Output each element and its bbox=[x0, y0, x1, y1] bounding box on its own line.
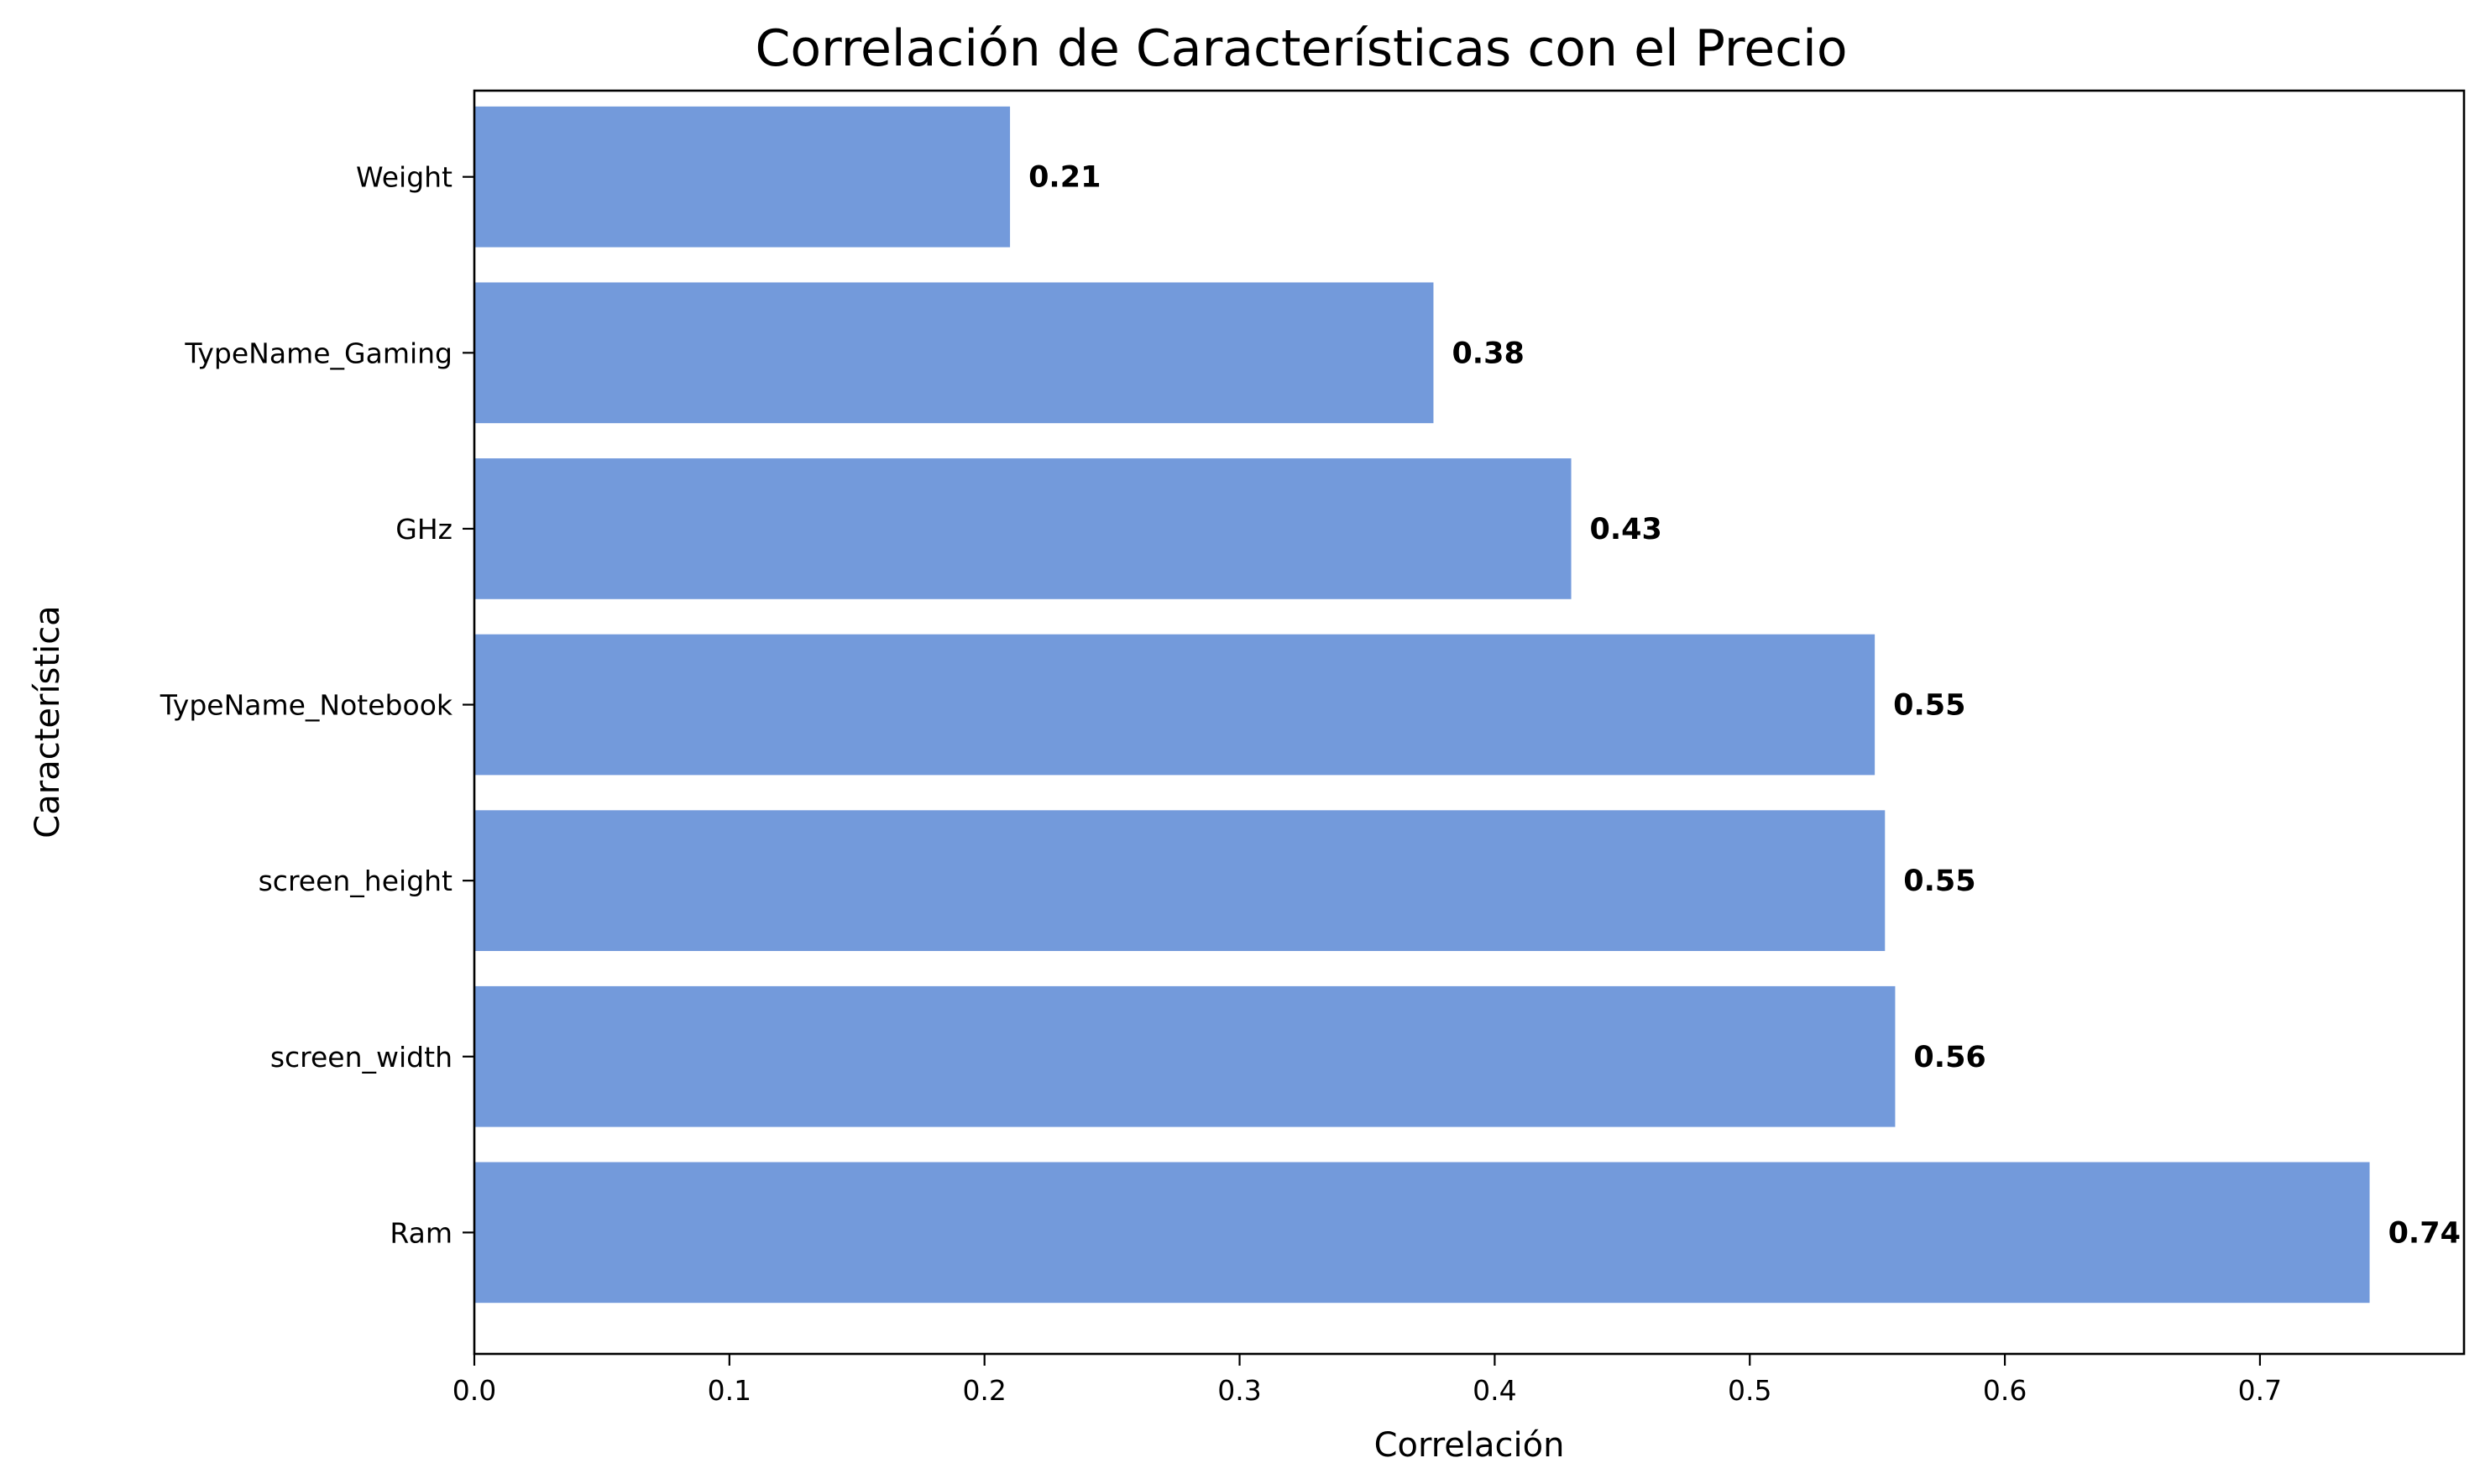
bar-Weight bbox=[474, 106, 1011, 248]
y-tick-label-screen_width: screen_width bbox=[270, 1041, 453, 1074]
y-tick-label-screen_height: screen_height bbox=[259, 865, 453, 897]
data-label-GHz: 0.43 bbox=[1590, 513, 1662, 546]
x-axis: 0.0 0.1 0.2 0.3 0.4 0.5 0.6 0.7 bbox=[453, 1354, 2282, 1407]
plot-frame bbox=[473, 89, 2466, 1356]
y-axis: Weight TypeName_Gaming GHz TypeName_Noteboo… bbox=[160, 161, 474, 1249]
y-axis-label: Característica bbox=[29, 605, 67, 838]
bar-Ram bbox=[474, 1162, 2370, 1304]
bar-GHz bbox=[474, 458, 1572, 599]
data-label-Weight: 0.21 bbox=[1028, 161, 1101, 195]
bars-layer bbox=[474, 106, 2370, 1304]
chart-title: Correlación de Características con el Pr… bbox=[755, 19, 1847, 78]
bar-TypeName_Notebook bbox=[474, 634, 1876, 776]
data-label-TypeName_Gaming: 0.38 bbox=[1452, 337, 1524, 370]
data-label-screen_width: 0.56 bbox=[1913, 1041, 1985, 1074]
bar-screen_width bbox=[474, 985, 1896, 1127]
x-axis-label: Correlación bbox=[1374, 1426, 1565, 1465]
x-tick-label-0.7: 0.7 bbox=[2238, 1374, 2282, 1407]
bar-screen_height bbox=[474, 810, 1886, 951]
x-tick-label-0.1: 0.1 bbox=[708, 1374, 751, 1407]
y-tick-label-Weight: Weight bbox=[356, 161, 453, 194]
data-labels-layer: 0.21 0.38 0.43 0.55 0.55 0.56 0.74 bbox=[1028, 161, 2461, 1251]
y-tick-label-TypeName_Gaming: TypeName_Gaming bbox=[184, 337, 453, 369]
x-tick-label-0.0: 0.0 bbox=[453, 1374, 496, 1407]
data-label-screen_height: 0.55 bbox=[1903, 865, 1975, 898]
y-tick-label-TypeName_Notebook: TypeName_Notebook bbox=[160, 689, 453, 722]
data-label-TypeName_Notebook: 0.55 bbox=[1893, 689, 1965, 723]
x-tick-label-0.5: 0.5 bbox=[1728, 1374, 1771, 1407]
x-tick-label-0.6: 0.6 bbox=[1983, 1374, 2027, 1407]
y-tick-label-Ram: Ram bbox=[390, 1216, 453, 1249]
x-tick-label-0.4: 0.4 bbox=[1473, 1374, 1516, 1407]
bar-TypeName_Gaming bbox=[474, 282, 1434, 424]
x-tick-label-0.2: 0.2 bbox=[962, 1374, 1006, 1407]
y-tick-label-GHz: GHz bbox=[395, 513, 453, 546]
data-label-Ram: 0.74 bbox=[2388, 1216, 2461, 1250]
x-tick-label-0.3: 0.3 bbox=[1217, 1374, 1261, 1407]
